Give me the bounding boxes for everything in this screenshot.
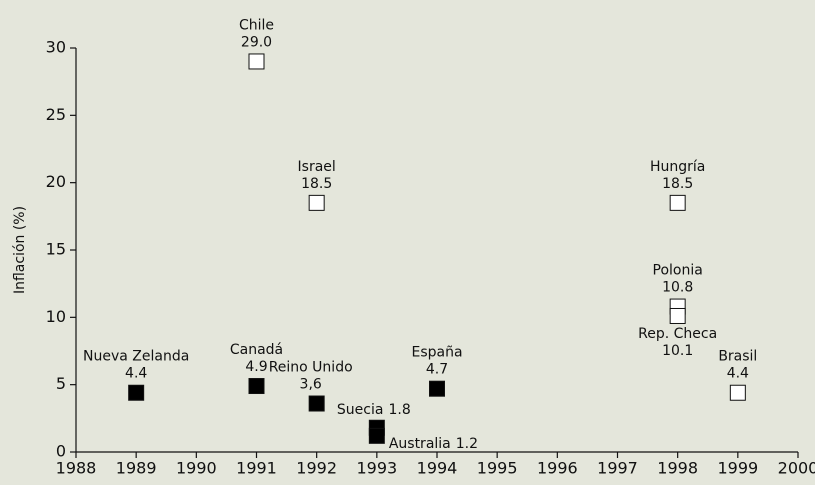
point-label: Israel xyxy=(298,159,336,175)
x-tick-label: 1989 xyxy=(116,459,157,478)
x-tick-label: 1996 xyxy=(537,459,578,478)
value-label: 18.5 xyxy=(301,176,332,192)
y-tick-label: 0 xyxy=(56,442,66,461)
point-label: Hungría xyxy=(650,159,705,175)
value-label: 4.4 xyxy=(125,366,147,382)
marker xyxy=(308,395,325,412)
value-label: 10.1 xyxy=(662,343,693,359)
point-label: Rep. Checa xyxy=(638,326,717,342)
value-label: 4.9 xyxy=(245,359,267,375)
point-label: Polonia xyxy=(653,263,703,279)
marker xyxy=(669,194,686,211)
value-label: 4.4 xyxy=(727,366,749,382)
x-tick-label: 1993 xyxy=(356,459,397,478)
marker xyxy=(308,194,325,211)
value-label: 18.5 xyxy=(662,176,693,192)
value-label: 1.8 xyxy=(388,402,410,418)
x-tick-label: 1992 xyxy=(296,459,337,478)
y-tick-label: 25 xyxy=(46,105,66,124)
point-label: Suecia xyxy=(337,402,384,418)
value-label: 4.7 xyxy=(426,362,448,378)
marker xyxy=(248,53,265,70)
x-tick-label: 1997 xyxy=(597,459,638,478)
point-label: Chile xyxy=(239,17,274,33)
x-tick-label: 1990 xyxy=(176,459,217,478)
y-tick-label: 30 xyxy=(46,38,66,57)
y-tick-label: 20 xyxy=(46,172,66,191)
value-label: 29.0 xyxy=(241,34,272,50)
marker xyxy=(248,378,265,395)
y-tick-label: 5 xyxy=(56,374,66,393)
x-tick-label: 1991 xyxy=(236,459,277,478)
point-label-group: Australia 1.2 xyxy=(389,436,478,452)
point-label: Nueva Zelanda xyxy=(83,349,189,365)
point-label: Reino Unido xyxy=(269,360,353,376)
value-label: 3,6 xyxy=(300,377,322,393)
marker xyxy=(669,307,686,324)
point-label-group: Suecia 1.8 xyxy=(337,402,411,418)
value-label: 10.8 xyxy=(662,280,693,296)
y-axis-label: Inflación (%) xyxy=(12,206,28,294)
y-tick-label: 15 xyxy=(46,240,66,259)
point-label: Canadá xyxy=(230,342,283,358)
x-tick-label: 1988 xyxy=(56,459,97,478)
point-label: Australia xyxy=(389,436,451,452)
x-tick-label: 1994 xyxy=(417,459,458,478)
marker xyxy=(368,427,385,444)
y-tick-label: 10 xyxy=(46,307,66,326)
point-label: Brasil xyxy=(718,349,757,365)
marker xyxy=(128,384,145,401)
x-tick-label: 2000 xyxy=(778,459,815,478)
marker xyxy=(729,384,746,401)
x-tick-label: 1999 xyxy=(717,459,758,478)
x-tick-label: 1998 xyxy=(657,459,698,478)
value-label: 1.2 xyxy=(456,436,478,452)
point-label: España xyxy=(411,345,462,361)
marker xyxy=(429,380,445,397)
x-tick-label: 1995 xyxy=(477,459,518,478)
